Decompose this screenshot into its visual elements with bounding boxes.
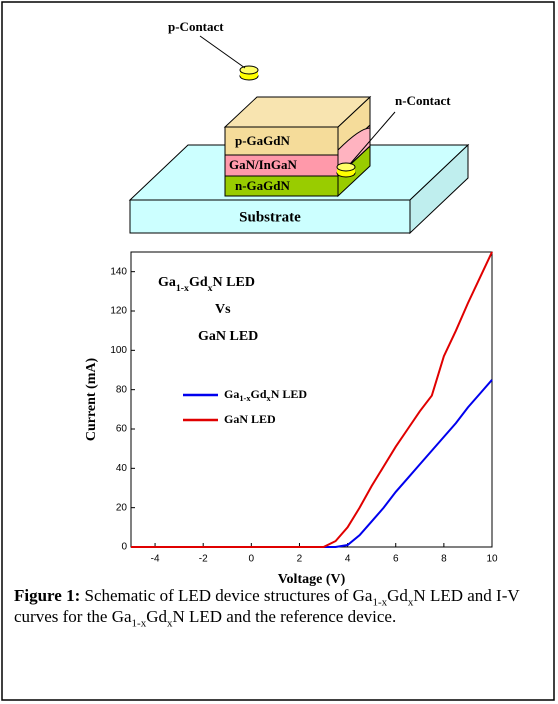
p-contact-pad: [240, 66, 258, 74]
layer-label: GaN/InGaN: [229, 157, 298, 172]
x-tick-label: 8: [441, 554, 447, 565]
x-tick-label: 0: [249, 554, 255, 565]
layer-label: p-GaGdN: [235, 133, 291, 148]
annotation: Vs: [215, 302, 231, 317]
x-tick-label: -2: [199, 554, 208, 565]
y-tick-label: 120: [110, 306, 127, 317]
x-tick-label: 2: [297, 554, 303, 565]
figure: p-Contact n-Contact p-GaGdN GaN/InGaN n-…: [0, 0, 558, 704]
y-tick-label: 80: [116, 384, 128, 395]
y-tick-label: 140: [110, 266, 127, 277]
y-axis-label: Current (mA): [84, 358, 99, 442]
y-tick-label: 100: [110, 345, 127, 356]
data-line: [131, 252, 492, 547]
substrate-label: Substrate: [239, 209, 301, 225]
caption-text: Schematic of LED device structures of Ga…: [14, 586, 519, 626]
y-tick-label: 40: [116, 463, 128, 474]
x-tick-label: 6: [393, 554, 399, 565]
y-tick-label: 60: [116, 424, 128, 435]
x-tick-label: 4: [345, 554, 351, 565]
n-contact-label: n-Contact: [395, 93, 451, 108]
y-tick-label: 20: [116, 502, 128, 513]
data-line: [131, 380, 492, 547]
layer-label: n-GaGdN: [235, 178, 291, 193]
plot-frame: [131, 252, 492, 547]
legend-label: GaN LED: [224, 412, 276, 426]
caption-label: Figure 1:: [14, 586, 80, 605]
y-tick-label: 0: [121, 542, 127, 553]
n-contact-pad: [337, 163, 355, 171]
leader-line: [200, 36, 245, 68]
legend-label: Ga1-xGdxN LED: [224, 387, 307, 404]
x-tick-label: 10: [486, 554, 498, 565]
caption: Figure 1: Schematic of LED device struct…: [14, 585, 539, 627]
annotation: Ga1-xGdxN LED: [158, 275, 255, 294]
x-tick-label: -4: [151, 554, 160, 565]
annotation: GaN LED: [198, 329, 258, 344]
p-contact-label: p-Contact: [168, 19, 224, 34]
